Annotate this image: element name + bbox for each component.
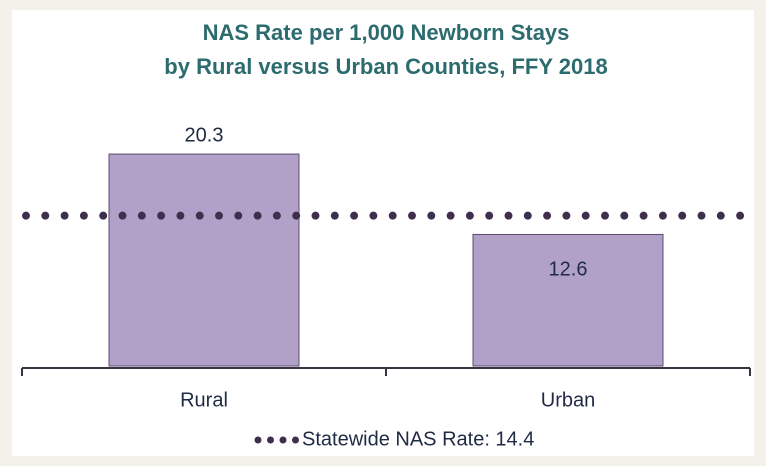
bar — [108, 153, 300, 367]
value-label: 12.6 — [549, 259, 588, 281]
chart-title: NAS Rate per 1,000 Newborn Stays — [203, 20, 570, 45]
x-tick-label: Urban — [541, 389, 595, 411]
chart-title: by Rural versus Urban Counties, FFY 2018 — [164, 54, 607, 79]
value-label: 20.3 — [185, 124, 224, 146]
x-tick-label: Rural — [180, 389, 228, 411]
bar — [472, 233, 664, 367]
legend-label: Statewide NAS Rate: 14.4 — [302, 428, 534, 450]
